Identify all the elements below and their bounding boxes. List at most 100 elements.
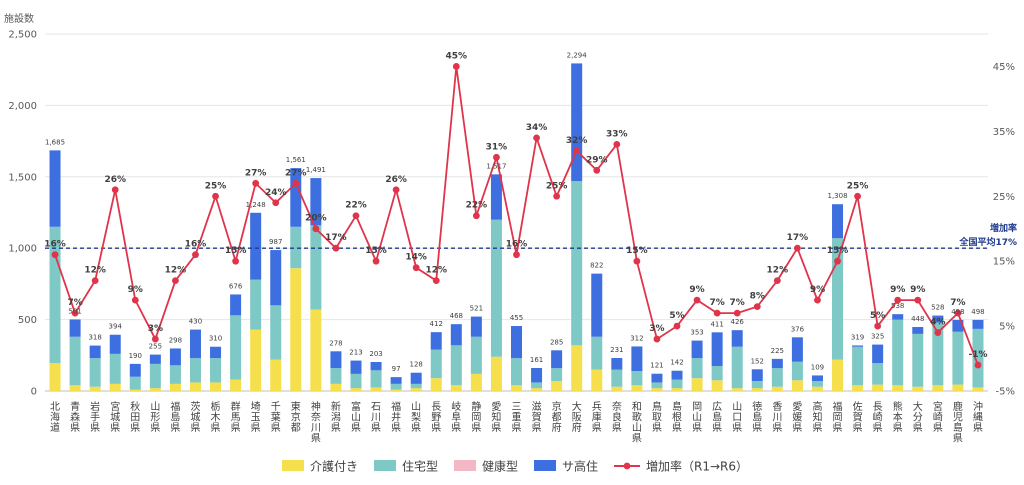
y2-tick-label: 45% xyxy=(993,62,1015,73)
rate-point xyxy=(673,322,681,330)
category-label: 東京都 xyxy=(291,400,301,434)
rate-label: 32% xyxy=(566,136,588,146)
rate-label: 25% xyxy=(847,181,869,191)
average-label-line1: 増加率 xyxy=(990,222,1017,234)
bar-segment xyxy=(832,359,844,391)
total-label: 97 xyxy=(392,365,401,373)
bar-segment xyxy=(771,358,783,369)
bar-segment xyxy=(751,381,763,389)
rate-label: 12% xyxy=(425,266,447,276)
rate-point xyxy=(894,296,902,304)
bar-segment xyxy=(932,385,944,391)
bar-segment xyxy=(390,389,402,391)
rate-point xyxy=(392,186,400,194)
bar-segment xyxy=(470,336,482,374)
bar-segment xyxy=(611,386,623,391)
bar-segment xyxy=(69,385,81,391)
rate-point xyxy=(553,192,561,200)
rate-label: 15% xyxy=(365,246,387,256)
bar-segment xyxy=(169,348,181,366)
total-label: 142 xyxy=(670,359,683,367)
bar-segment xyxy=(771,386,783,391)
bar-segment xyxy=(330,383,342,391)
rate-label: 9% xyxy=(890,285,905,295)
total-label: 255 xyxy=(149,343,162,351)
category-label: 愛知県 xyxy=(491,400,501,434)
rate-label: 15% xyxy=(225,246,247,256)
rate-point xyxy=(814,296,821,304)
rate-label: 27% xyxy=(245,168,267,178)
bar-segment xyxy=(250,212,262,280)
bar-segment xyxy=(571,63,583,182)
category-label: 栃木県 xyxy=(211,400,221,434)
category-label: 山梨県 xyxy=(411,401,421,434)
category-label: 新潟県 xyxy=(331,400,341,434)
rate-label: 29% xyxy=(586,155,608,165)
rate-label: 12% xyxy=(165,266,187,276)
legend-point-swatch xyxy=(623,462,631,470)
bar-segment xyxy=(631,346,643,372)
rate-point xyxy=(432,277,440,285)
legend-label: 健康型 xyxy=(482,459,518,474)
bar-segment xyxy=(811,381,823,387)
rate-label: 7% xyxy=(730,298,745,308)
bar-segment xyxy=(370,387,382,391)
category-label: 神奈川県 xyxy=(311,400,321,445)
bar-segment xyxy=(410,388,422,391)
rate-labels: 16% 7% 12% 26% 9% 3% 12% 16% 25% 15% 27% 24% 27% 20% 1… xyxy=(44,51,987,360)
bar-segment xyxy=(511,358,522,386)
bar-segment xyxy=(490,174,502,220)
rate-point xyxy=(573,147,581,155)
total-label: 2,294 xyxy=(567,51,588,59)
rate-point xyxy=(934,329,942,336)
legend-label: 住宅型 xyxy=(402,459,438,474)
total-label: 353 xyxy=(690,329,703,337)
bar-segment xyxy=(611,358,623,370)
bar-segment xyxy=(852,385,864,391)
total-label: 521 xyxy=(470,305,483,313)
bar-segment xyxy=(731,388,743,391)
y-axis-title: 施設数 xyxy=(4,12,34,25)
bar-segment xyxy=(711,380,723,391)
bar-segment xyxy=(109,353,121,384)
total-label: 312 xyxy=(630,334,643,342)
category-label: 岐阜県 xyxy=(451,400,461,434)
category-label: 山口県 xyxy=(732,401,742,434)
bar-segment xyxy=(872,363,884,385)
legend-swatch xyxy=(534,460,556,471)
rate-label: 27% xyxy=(285,168,307,178)
bar-segment xyxy=(671,388,683,391)
category-label: 沖縄県 xyxy=(973,400,983,434)
rate-point xyxy=(91,277,99,285)
rate-label: 17% xyxy=(787,233,809,243)
category-label: 徳島県 xyxy=(752,400,762,434)
bar-segment xyxy=(310,178,322,226)
rate-point xyxy=(292,179,300,187)
bar-segment xyxy=(450,345,462,386)
y2-tick-label: 5% xyxy=(999,322,1015,333)
rate-point xyxy=(793,244,801,252)
bar-segment xyxy=(189,382,201,391)
bar-segment xyxy=(912,386,924,391)
category-label: 鹿児島県 xyxy=(953,400,963,445)
rate-label: 9% xyxy=(689,285,704,295)
bar-segment xyxy=(350,373,362,389)
bar-segment xyxy=(490,219,502,357)
category-label: 宮崎県 xyxy=(933,400,943,434)
total-label: 528 xyxy=(931,304,944,312)
total-label: 394 xyxy=(109,323,123,331)
rate-label: 7% xyxy=(950,298,965,308)
category-label: 広島県 xyxy=(712,400,722,434)
total-label: 822 xyxy=(590,262,603,270)
rate-label: 20% xyxy=(305,214,327,224)
bar-segment xyxy=(591,336,603,370)
rate-label: 22% xyxy=(466,201,488,211)
bar-segment xyxy=(972,319,984,329)
rate-label: 15% xyxy=(827,246,849,256)
bar-segment xyxy=(129,376,141,390)
bar-segment xyxy=(852,346,864,386)
bar-segment xyxy=(651,388,663,391)
rate-point xyxy=(412,264,420,272)
category-label: 福井県 xyxy=(391,400,401,434)
